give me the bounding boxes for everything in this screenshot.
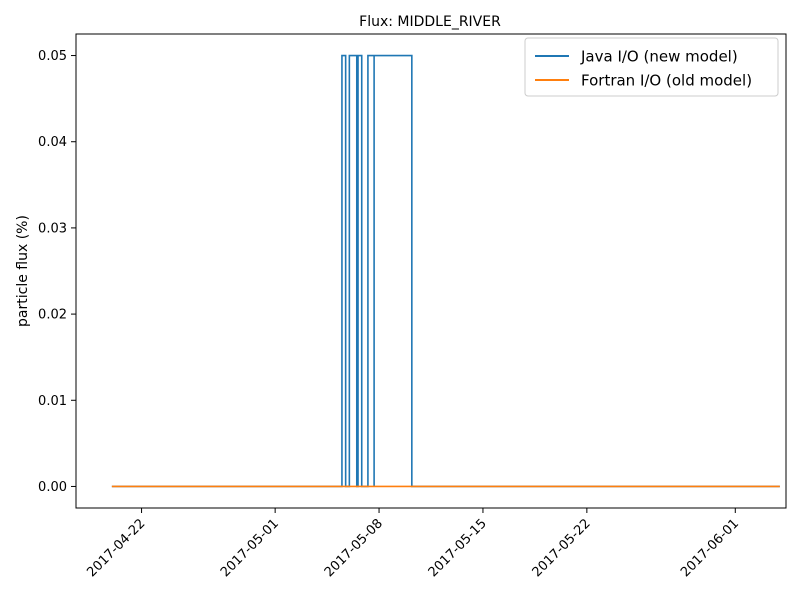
legend: Java I/O (new model) Fortran I/O (old mod… — [524, 37, 779, 97]
legend-label-1: Java I/O (new model) — [580, 48, 738, 66]
plot-area — [75, 33, 787, 509]
plot-frame — [75, 33, 787, 509]
y-tick-label: 0.02 — [38, 308, 67, 323]
x-tick-label: 2017-05-01 — [218, 516, 282, 580]
y-tick-label: 0.04 — [38, 135, 67, 150]
chart-title: Flux: MIDDLE_RIVER — [359, 14, 501, 30]
series-layer — [111, 54, 780, 488]
legend-label-2: Fortran I/O (old model) — [581, 72, 752, 90]
x-tick-label: 2017-05-08 — [322, 516, 386, 580]
legend-box — [524, 37, 779, 97]
y-axis: 0.00 0.01 0.02 0.03 0.04 0.05 — [38, 49, 76, 495]
y-tick-label: 0.01 — [38, 394, 67, 409]
x-tick-label: 2017-05-15 — [426, 516, 490, 580]
y-tick-label: 0.03 — [38, 221, 67, 236]
y-tick-label: 0.00 — [38, 480, 67, 495]
x-tick-label: 2017-06-01 — [678, 516, 742, 580]
y-axis-label: particle flux (%) — [15, 215, 31, 327]
y-tick-label: 0.05 — [38, 49, 67, 64]
series-line-1 — [111, 54, 780, 488]
x-tick-label: 2017-04-22 — [84, 516, 148, 580]
x-axis: 2017-04-22 2017-05-01 2017-05-08 2017-05-15… — [84, 508, 742, 580]
x-tick-label: 2017-05-22 — [530, 516, 594, 580]
